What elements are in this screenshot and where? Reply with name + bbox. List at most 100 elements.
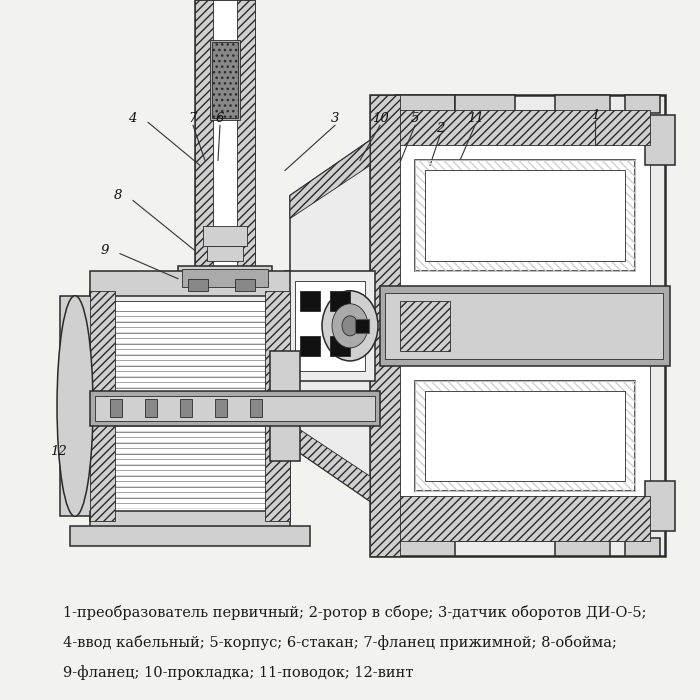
Bar (90, 271, 290, 295)
Bar (180, 399, 192, 417)
Text: 3: 3 (331, 112, 340, 125)
Bar (395, 95, 455, 113)
Bar (105, 360, 275, 365)
Bar (207, 246, 243, 260)
Bar (237, 0, 255, 290)
Text: 1-преобразователь первичный; 2-ротор в сборе; 3-датчик оборотов ДИ-О-5;: 1-преобразователь первичный; 2-ротор в с… (63, 605, 647, 620)
Bar (385, 111, 650, 541)
Bar (385, 496, 650, 541)
Text: 9-фланец; 10-прокладка; 11-поводок; 12-винт: 9-фланец; 10-прокладка; 11-поводок; 12-в… (63, 665, 414, 680)
Bar (105, 371, 275, 376)
Bar (205, 0, 245, 281)
Bar (300, 290, 320, 311)
Bar (210, 40, 240, 120)
Bar (235, 279, 255, 290)
Bar (105, 470, 275, 475)
Bar (645, 481, 675, 531)
Bar (203, 225, 247, 246)
Bar (385, 293, 663, 359)
Text: 9: 9 (101, 244, 109, 257)
Bar (370, 95, 400, 556)
Bar (105, 410, 275, 415)
Bar (60, 295, 95, 517)
Bar (625, 538, 660, 557)
Text: 11: 11 (467, 112, 484, 125)
Bar (105, 344, 275, 349)
Bar (105, 421, 275, 426)
Ellipse shape (322, 290, 378, 361)
Text: 1: 1 (591, 108, 599, 122)
Bar (105, 432, 275, 437)
Bar (105, 466, 275, 470)
Bar (105, 382, 275, 387)
Bar (370, 95, 665, 556)
Text: 10: 10 (372, 112, 389, 125)
Bar (90, 511, 290, 536)
Bar (70, 526, 310, 547)
Bar (105, 487, 275, 492)
Bar (105, 349, 275, 354)
Bar (555, 95, 610, 113)
Bar (90, 290, 115, 522)
Text: 4: 4 (128, 112, 136, 125)
Bar (385, 111, 650, 146)
Bar (300, 336, 320, 356)
Bar (105, 338, 275, 343)
Text: 2: 2 (436, 122, 445, 135)
Ellipse shape (342, 316, 358, 336)
Text: 5: 5 (411, 112, 419, 125)
Bar (105, 355, 275, 360)
Bar (100, 301, 280, 511)
Bar (425, 391, 625, 481)
Bar (105, 399, 275, 404)
Ellipse shape (332, 304, 368, 348)
Bar (105, 366, 275, 371)
Bar (400, 301, 450, 351)
Bar (182, 269, 268, 287)
Bar (105, 426, 275, 431)
Bar (195, 0, 255, 295)
Bar (625, 95, 660, 113)
Bar (178, 266, 272, 290)
Polygon shape (290, 423, 370, 501)
Text: 12: 12 (50, 444, 66, 458)
Bar (330, 336, 350, 356)
Bar (355, 318, 369, 332)
Bar (455, 95, 515, 113)
Bar (188, 279, 208, 290)
Bar (105, 316, 275, 321)
Bar (110, 399, 122, 417)
Bar (330, 290, 350, 311)
Bar (415, 160, 635, 271)
Bar (105, 454, 275, 459)
Polygon shape (290, 141, 370, 218)
Ellipse shape (57, 295, 93, 517)
Bar (105, 498, 275, 503)
Bar (415, 381, 635, 491)
Bar (105, 388, 275, 393)
Text: 8: 8 (114, 189, 122, 202)
Bar (105, 322, 275, 327)
Bar (105, 443, 275, 448)
Bar (105, 481, 275, 486)
Bar (425, 170, 625, 260)
Bar (285, 271, 375, 381)
Bar (105, 327, 275, 332)
Bar (90, 391, 380, 426)
Text: 6: 6 (216, 112, 224, 125)
Bar (95, 396, 375, 421)
Bar (270, 351, 300, 461)
Bar (105, 437, 275, 442)
Bar (645, 116, 675, 165)
Bar (105, 377, 275, 382)
Bar (105, 476, 275, 481)
Bar (105, 415, 275, 420)
Bar (105, 393, 275, 398)
Bar (415, 160, 635, 271)
Bar (145, 399, 157, 417)
Bar (265, 290, 290, 522)
Bar (395, 538, 455, 557)
Bar (105, 311, 275, 316)
Text: 7: 7 (189, 112, 197, 125)
Bar (215, 399, 227, 417)
